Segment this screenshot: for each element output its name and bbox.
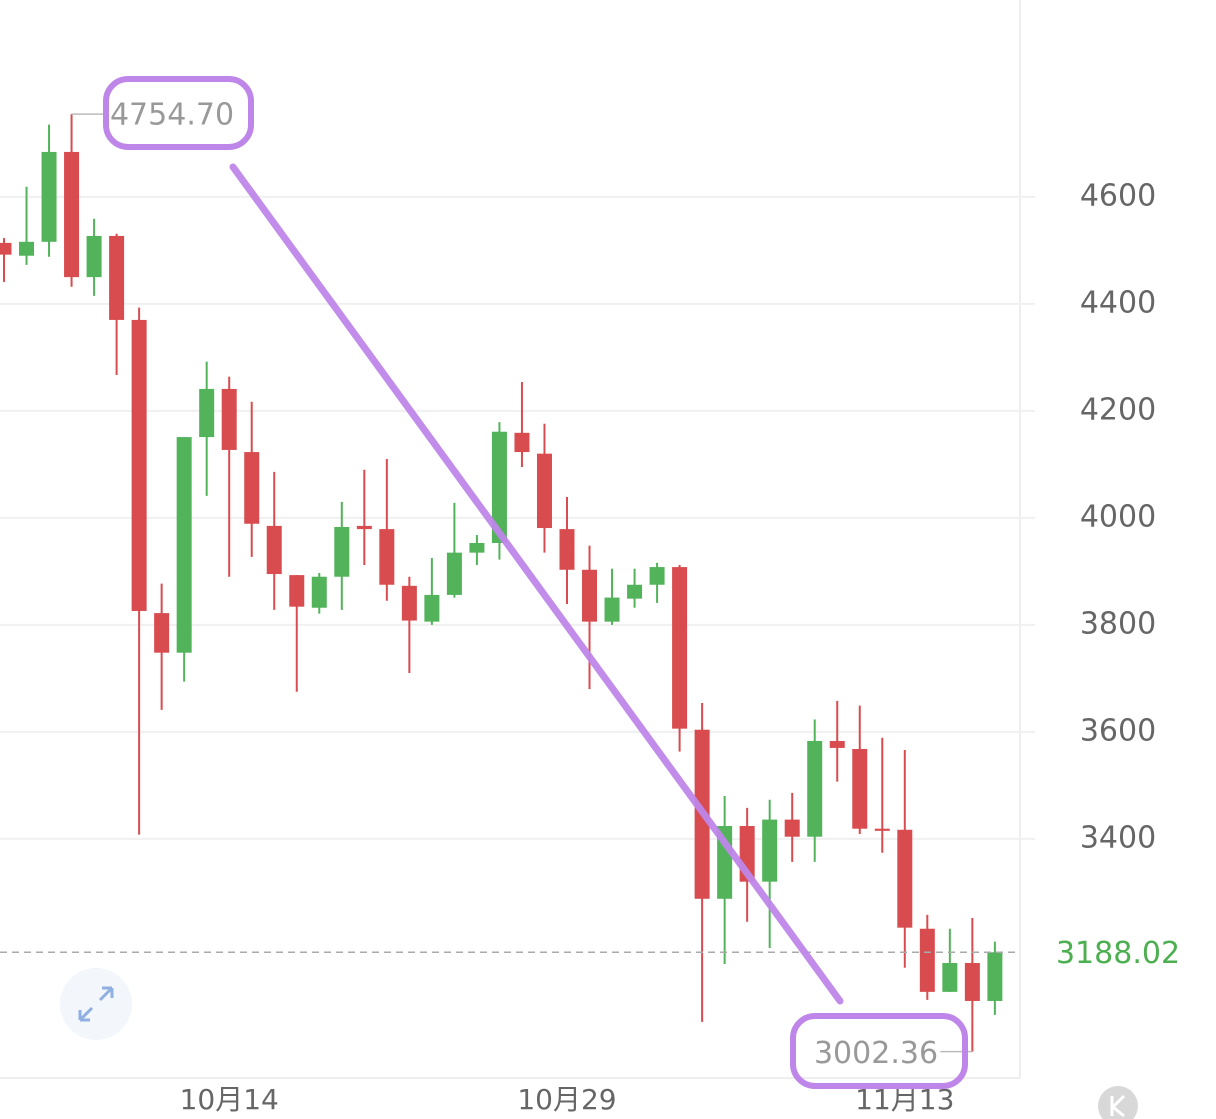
y-tick-label: 4000 <box>1080 499 1156 534</box>
candle-body <box>762 819 778 882</box>
expand-button[interactable] <box>60 968 132 1040</box>
candle-body <box>221 388 237 450</box>
candle-body <box>536 453 552 529</box>
y-tick-label: 4400 <box>1080 285 1156 320</box>
candle-body <box>514 432 530 453</box>
expand-bg[interactable] <box>60 968 132 1040</box>
k-button[interactable] <box>1098 1086 1138 1119</box>
candle-body <box>491 431 507 544</box>
y-tick-label: 3400 <box>1080 820 1156 855</box>
candle-body <box>334 526 350 577</box>
candle-body <box>86 235 102 278</box>
high-label: 4754.70 <box>110 98 234 133</box>
y-tick-label: 3800 <box>1080 606 1156 641</box>
highlight-box <box>103 76 254 150</box>
candle-body <box>176 437 192 653</box>
candle-body <box>0 242 12 255</box>
candle-body <box>19 241 35 256</box>
candle-body <box>379 529 395 585</box>
last-price-label: 3188.02 <box>1056 936 1180 971</box>
y-tick-label: 3600 <box>1080 713 1156 748</box>
k-icon[interactable] <box>1110 1094 1126 1118</box>
candle-body <box>469 543 485 553</box>
candle-body <box>559 529 575 570</box>
candle-body <box>131 319 147 611</box>
candle-body <box>672 567 688 729</box>
candle-body <box>41 151 57 242</box>
candle-body <box>199 388 215 438</box>
x-tick-label: 10月29 <box>517 1083 616 1116</box>
highlight-box <box>790 1013 968 1089</box>
y-tick-label: 4600 <box>1080 178 1156 213</box>
candle-body <box>784 819 800 837</box>
candle-body <box>829 740 845 748</box>
candle-body <box>852 748 868 829</box>
candle-body <box>311 576 327 608</box>
expand-icon[interactable] <box>78 986 114 1022</box>
last-price-bg <box>1024 930 1216 975</box>
candle-body <box>446 552 462 595</box>
y-tick-label: 4200 <box>1080 392 1156 427</box>
candle-body <box>987 952 1003 1001</box>
candle-body <box>627 584 643 599</box>
candle-body <box>356 525 372 530</box>
candle-body <box>604 597 620 622</box>
low-label: 3002.36 <box>814 1036 938 1071</box>
x-tick-label: 10月14 <box>180 1083 279 1116</box>
candle-body <box>289 575 305 607</box>
candle-body <box>109 235 125 320</box>
candle-body <box>424 594 440 622</box>
candle-body <box>266 525 282 575</box>
candle-body <box>244 452 260 524</box>
candle-body <box>64 151 80 278</box>
candle-body <box>154 613 170 653</box>
candle-body <box>401 585 417 621</box>
trend-line <box>229 163 844 1005</box>
candle-body <box>897 829 913 928</box>
candle-body <box>582 569 598 622</box>
candle-body <box>807 740 823 837</box>
candle-body <box>649 567 665 585</box>
candle-body <box>919 928 935 992</box>
candle-body <box>964 962 980 1001</box>
candle-body <box>874 828 890 831</box>
candle-body <box>942 962 958 992</box>
